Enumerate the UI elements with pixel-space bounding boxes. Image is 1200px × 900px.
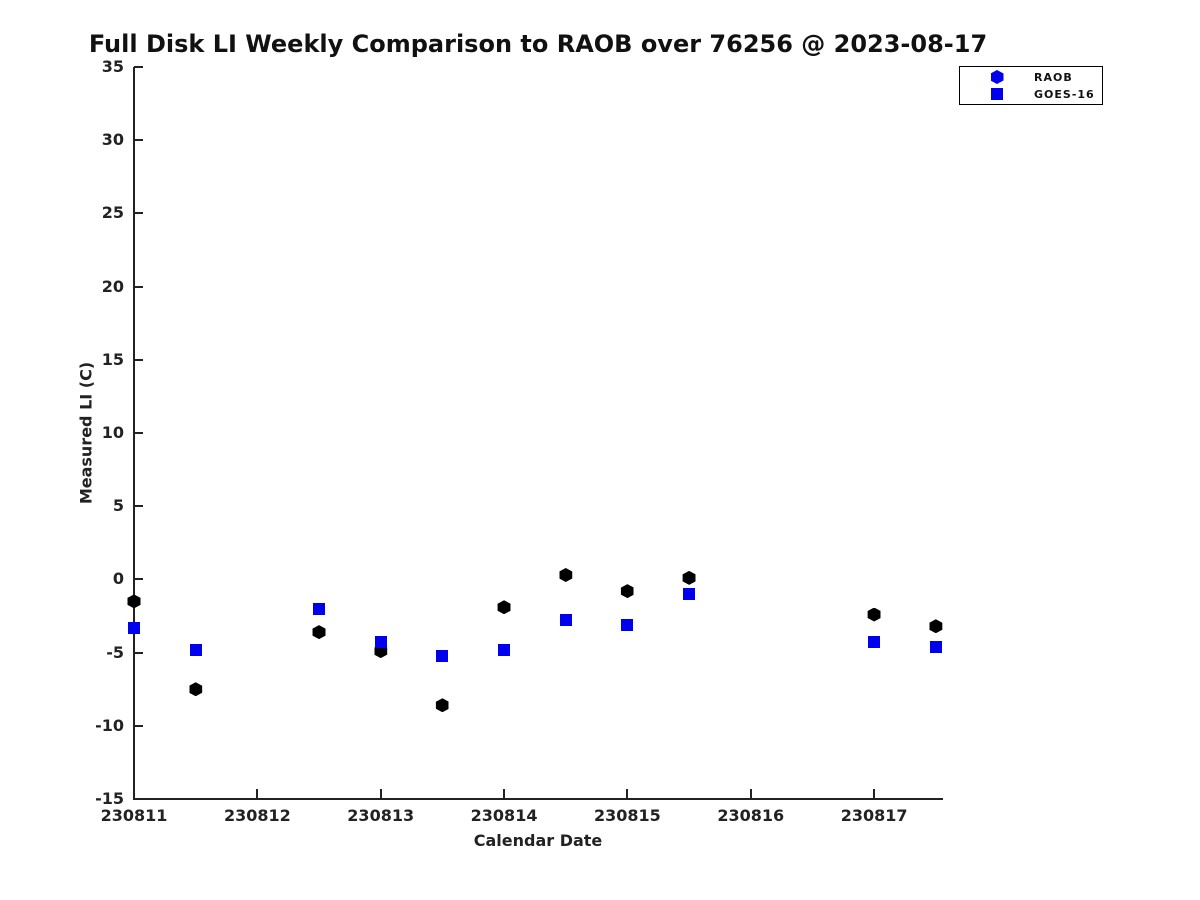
x-tick-label: 230814	[470, 806, 538, 825]
goes-16-data-point	[559, 614, 572, 627]
raob-data-point	[867, 607, 881, 622]
goes-16-data-point	[313, 602, 326, 615]
x-axis-label: Calendar Date	[473, 831, 603, 850]
x-tick	[503, 789, 506, 799]
raob-data-point	[312, 625, 326, 640]
raob-data-point	[435, 698, 449, 713]
x-tick	[873, 789, 876, 799]
legend-item-goes16: GOES-16	[960, 87, 1102, 101]
y-tick	[134, 724, 143, 727]
x-tick	[379, 789, 382, 799]
goes-16-data-point	[868, 636, 881, 649]
goes-16-data-point	[374, 636, 387, 649]
y-tick-label: -5	[106, 642, 124, 662]
goes-16-data-point	[128, 621, 140, 634]
y-tick	[134, 505, 143, 508]
raob-data-point	[929, 619, 943, 634]
x-tick	[626, 789, 629, 799]
raob-data-point	[682, 570, 696, 585]
y-tick-label: 15	[101, 349, 124, 369]
x-axis-spine	[133, 798, 943, 800]
y-tick	[134, 285, 143, 288]
legend-marker-cell	[960, 70, 1034, 84]
x-tick-label: 230815	[594, 806, 661, 825]
x-tick-label: 230817	[840, 806, 908, 825]
raob-data-point	[127, 594, 141, 609]
goes-16-data-point	[683, 588, 696, 601]
chart-title: Full Disk LI Weekly Comparison to RAOB o…	[88, 30, 988, 58]
y-tick-label: -10	[95, 715, 124, 735]
x-tick-label: 230811	[100, 806, 168, 825]
goes-16-data-point	[436, 649, 449, 662]
y-tick	[134, 212, 143, 215]
y-tick	[134, 66, 143, 68]
x-tick	[256, 789, 259, 799]
x-tick	[749, 789, 752, 799]
y-tick	[134, 578, 143, 581]
y-tick-label: 5	[112, 496, 124, 516]
y-tick-label: 35	[101, 57, 124, 76]
x-tick-label: 230813	[347, 806, 415, 825]
y-tick-label: 20	[101, 276, 124, 296]
y-tick	[134, 139, 143, 142]
x-tick-label: 230812	[223, 806, 291, 825]
y-tick-label: -15	[95, 789, 124, 808]
legend-marker-cell	[960, 88, 1034, 100]
raob-hexagon-marker-icon	[990, 70, 1004, 84]
raob-data-point	[559, 568, 573, 582]
y-tick	[134, 651, 143, 654]
y-tick-label: 10	[101, 423, 124, 442]
y-tick-label: 30	[101, 130, 124, 150]
legend-label-goes16: GOES-16	[1034, 87, 1095, 101]
y-tick	[134, 358, 143, 361]
y-tick	[134, 432, 143, 434]
x-tick	[133, 789, 135, 799]
legend: RAOB GOES-16	[959, 66, 1103, 105]
legend-item-raob: RAOB	[960, 70, 1102, 84]
legend-label-raob: RAOB	[1034, 70, 1073, 84]
raob-data-point	[620, 584, 634, 599]
goes16-square-marker-icon	[991, 88, 1003, 100]
y-tick	[134, 798, 143, 800]
goes-16-data-point	[189, 643, 202, 656]
goes-16-data-point	[621, 618, 634, 631]
raob-data-point	[497, 600, 511, 615]
goes-16-data-point	[929, 640, 942, 653]
y-tick-label: 25	[101, 203, 124, 223]
raob-data-point	[189, 682, 203, 697]
y-tick-label: 0	[112, 569, 124, 589]
goes-16-data-point	[498, 643, 511, 656]
x-tick-label: 230816	[717, 806, 785, 825]
